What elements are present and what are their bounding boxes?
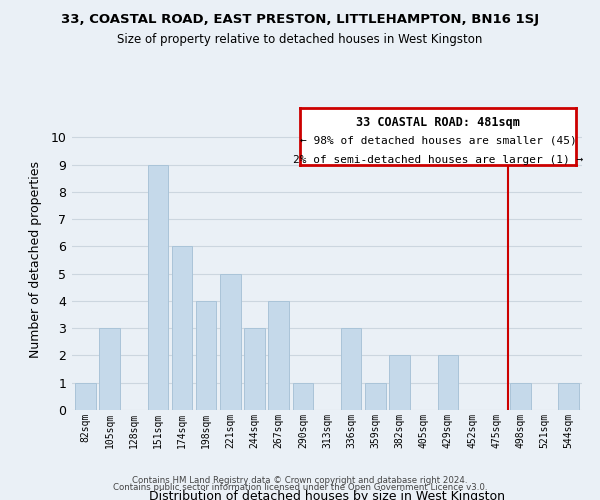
- Bar: [365, 382, 386, 410]
- Bar: [510, 382, 530, 410]
- Text: Contains public sector information licensed under the Open Government Licence v3: Contains public sector information licen…: [113, 484, 487, 492]
- X-axis label: Distribution of detached houses by size in West Kingston: Distribution of detached houses by size …: [149, 490, 505, 500]
- Bar: [75, 382, 95, 410]
- Text: 33, COASTAL ROAD, EAST PRESTON, LITTLEHAMPTON, BN16 1SJ: 33, COASTAL ROAD, EAST PRESTON, LITTLEHA…: [61, 12, 539, 26]
- Y-axis label: Number of detached properties: Number of detached properties: [29, 162, 42, 358]
- Bar: [172, 246, 192, 410]
- Text: 2% of semi-detached houses are larger (1) →: 2% of semi-detached houses are larger (1…: [293, 154, 583, 164]
- Bar: [244, 328, 265, 410]
- Text: 33 COASTAL ROAD: 481sqm: 33 COASTAL ROAD: 481sqm: [356, 116, 520, 129]
- Bar: [148, 164, 168, 410]
- Text: Size of property relative to detached houses in West Kingston: Size of property relative to detached ho…: [118, 32, 482, 46]
- Bar: [220, 274, 241, 410]
- Bar: [341, 328, 361, 410]
- Bar: [99, 328, 120, 410]
- Bar: [196, 301, 217, 410]
- Bar: [389, 356, 410, 410]
- Bar: [559, 382, 579, 410]
- Bar: [268, 301, 289, 410]
- Bar: [293, 382, 313, 410]
- Text: ← 98% of detached houses are smaller (45): ← 98% of detached houses are smaller (45…: [299, 135, 577, 145]
- Bar: [437, 356, 458, 410]
- Text: Contains HM Land Registry data © Crown copyright and database right 2024.: Contains HM Land Registry data © Crown c…: [132, 476, 468, 485]
